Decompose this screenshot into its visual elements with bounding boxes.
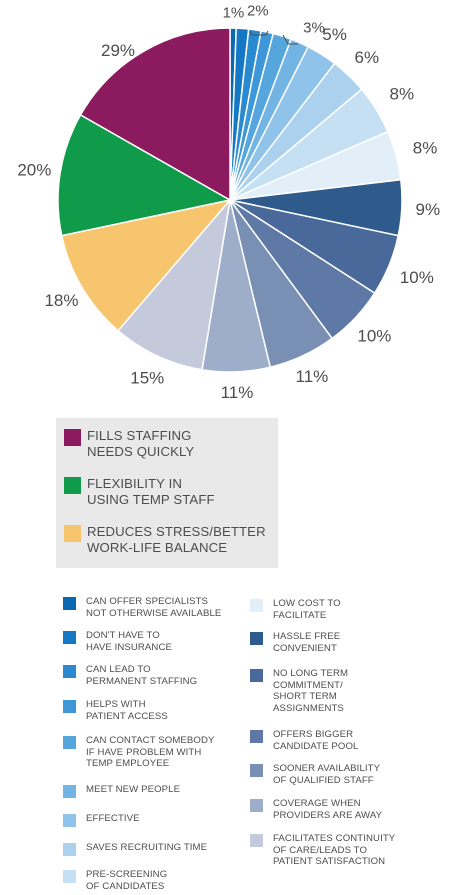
- legend-item-reduces-stress: REDUCES STRESS/BETTER WORK-LIFE BALANCE: [64, 524, 270, 572]
- legend-swatch: [250, 632, 263, 645]
- legend-item: DON'T HAVE TO HAVE INSURANCE: [63, 630, 172, 653]
- pie-value-label: 1%: [223, 4, 245, 21]
- legend-item: LOW COST TO FACILITATE: [250, 598, 341, 621]
- legend-label: NO LONG TERM COMMITMENT/ SHORT TERM ASSI…: [273, 668, 349, 714]
- pie-value-label: 29%: [101, 41, 135, 60]
- legend-label: OFFERS BIGGER CANDIDATE POOL: [273, 729, 359, 752]
- legend-item: COVERAGE WHEN PROVIDERS ARE AWAY: [250, 798, 382, 821]
- pie-value-label: 6%: [355, 48, 380, 67]
- legend-item: FACILITATES CONTINUITY OF CARE/LEADS TO …: [250, 833, 395, 868]
- legend-item: OFFERS BIGGER CANDIDATE POOL: [250, 729, 358, 752]
- legend-item: SOONER AVAILABILITY OF QUALIFIED STAFF: [250, 763, 380, 786]
- legend-item-fills-staffing: FILLS STAFFING NEEDS QUICKLY: [64, 428, 270, 476]
- pie-value-label: 8%: [390, 85, 415, 104]
- legend-swatch: [64, 525, 81, 542]
- legend-swatch: [63, 665, 76, 678]
- legend-label: COVERAGE WHEN PROVIDERS ARE AWAY: [273, 798, 383, 821]
- pie-value-label: 11%: [296, 367, 329, 386]
- pie-chart: 1% 2% 3%5% 6% 8% 8% 9% 10% 10% 11% 11% 15% 18% 20% 29%: [17, 2, 441, 402]
- legend-label: LOW COST TO FACILITATE: [273, 598, 341, 621]
- legend-item: SAVES RECRUITING TIME: [63, 842, 207, 856]
- legend-swatch: [63, 736, 76, 749]
- legend-item: CAN LEAD TO PERMANENT STAFFING: [63, 664, 197, 687]
- primary-legend: FILLS STAFFING NEEDS QUICKLY FLEXIBILITY…: [56, 418, 278, 568]
- legend-label: FLEXIBILITY IN USING TEMP STAFF: [87, 476, 215, 507]
- legend-label: DON'T HAVE TO HAVE INSURANCE: [86, 630, 172, 653]
- legend-swatch: [63, 597, 76, 610]
- legend-swatch: [250, 799, 263, 812]
- legend-label: FACILITATES CONTINUITY OF CARE/LEADS TO …: [273, 833, 396, 867]
- legend-swatch: [250, 669, 263, 682]
- legend-swatch: [63, 870, 76, 883]
- legend-item: CAN CONTACT SOMEBODY IF HAVE PROBLEM WIT…: [63, 735, 215, 770]
- legend-swatch: [250, 834, 263, 847]
- legend-item: EFFECTIVE: [63, 813, 140, 827]
- legend-swatch: [250, 730, 263, 743]
- pie-slice: [79, 27, 231, 202]
- pie-value-label: 2%: [247, 2, 269, 19]
- legend-label: MEET NEW PEOPLE: [86, 784, 181, 795]
- pie-slice: [60, 198, 233, 332]
- legend-item: HASSLE FREE CONVENIENT: [250, 631, 340, 654]
- legend-label: CAN OFFER SPECIALISTS NOT OTHERWISE AVAI…: [86, 596, 222, 619]
- legend-item: HELPS WITH PATIENT ACCESS: [63, 699, 168, 722]
- legend-label: SAVES RECRUITING TIME: [86, 842, 208, 853]
- pie-value-label: 8%: [413, 138, 438, 157]
- pie-value-label: 10%: [357, 326, 391, 345]
- legend-label: REDUCES STRESS/BETTER WORK-LIFE BALANCE: [87, 524, 266, 555]
- legend-swatch: [63, 700, 76, 713]
- pie-slice: [117, 197, 232, 371]
- legend-item: NO LONG TERM COMMITMENT/ SHORT TERM ASSI…: [250, 668, 348, 714]
- legend-swatch: [64, 477, 81, 494]
- pie-value-label: 15%: [130, 369, 164, 388]
- legend-label: PRE-SCREENING OF CANDIDATES: [86, 869, 168, 892]
- pie-value-label: 11%: [221, 383, 254, 402]
- legend-label: CAN LEAD TO PERMANENT STAFFING: [86, 664, 198, 687]
- legend-swatch: [64, 429, 81, 446]
- legend-item: PRE-SCREENING OF CANDIDATES: [63, 869, 167, 892]
- legend-swatch: [250, 764, 263, 777]
- label-leader-lines: [249, 30, 298, 45]
- legend-swatch: [63, 814, 76, 827]
- legend-label: CAN CONTACT SOMEBODY IF HAVE PROBLEM WIT…: [86, 735, 215, 769]
- pie-value-label: 18%: [44, 291, 78, 310]
- legend-swatch: [63, 785, 76, 798]
- legend-item-flexibility: FLEXIBILITY IN USING TEMP STAFF: [64, 476, 270, 524]
- pie-value-label: 9%: [416, 200, 441, 219]
- pie-value-label: 10%: [400, 268, 434, 287]
- legend-label: HASSLE FREE CONVENIENT: [273, 631, 341, 654]
- legend-label: SOONER AVAILABILITY OF QUALIFIED STAFF: [273, 763, 381, 786]
- legend-item: CAN OFFER SPECIALISTS NOT OTHERWISE AVAI…: [63, 596, 221, 619]
- legend-swatch: [63, 843, 76, 856]
- legend-label: FILLS STAFFING NEEDS QUICKLY: [87, 428, 195, 459]
- legend-label: EFFECTIVE: [86, 813, 140, 824]
- legend-swatch: [250, 599, 263, 612]
- pie-value-label: 5%: [322, 25, 347, 44]
- pie-value-label: 20%: [17, 161, 51, 180]
- pie-slice: [57, 113, 233, 237]
- legend-label: HELPS WITH PATIENT ACCESS: [86, 699, 168, 722]
- pie-value-label: 3%: [303, 20, 325, 37]
- legend-item: MEET NEW PEOPLE: [63, 784, 180, 798]
- legend-swatch: [63, 631, 76, 644]
